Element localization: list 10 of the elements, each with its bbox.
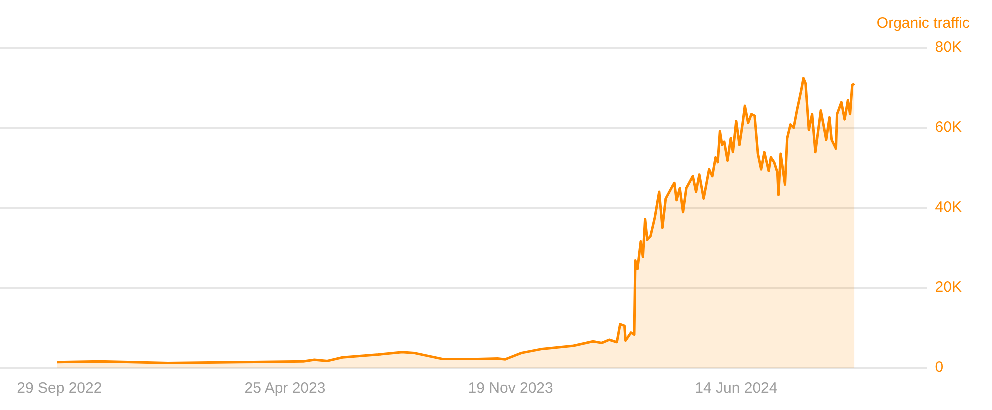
- y-tick-label: 20K: [935, 279, 962, 296]
- y-tick-label: 0: [935, 359, 944, 376]
- x-tick-label: 25 Apr 2023: [244, 380, 326, 398]
- x-tick-label: 19 Nov 2023: [468, 380, 554, 398]
- x-tick-label: 29 Sep 2022: [17, 380, 102, 398]
- y-tick-label: 80K: [935, 39, 962, 56]
- x-tick-label: 14 Jun 2024: [695, 380, 778, 398]
- y-tick-label: 60K: [935, 119, 962, 136]
- y-tick-label: 40K: [935, 199, 962, 216]
- y-axis-title: Organic traffic: [876, 15, 970, 32]
